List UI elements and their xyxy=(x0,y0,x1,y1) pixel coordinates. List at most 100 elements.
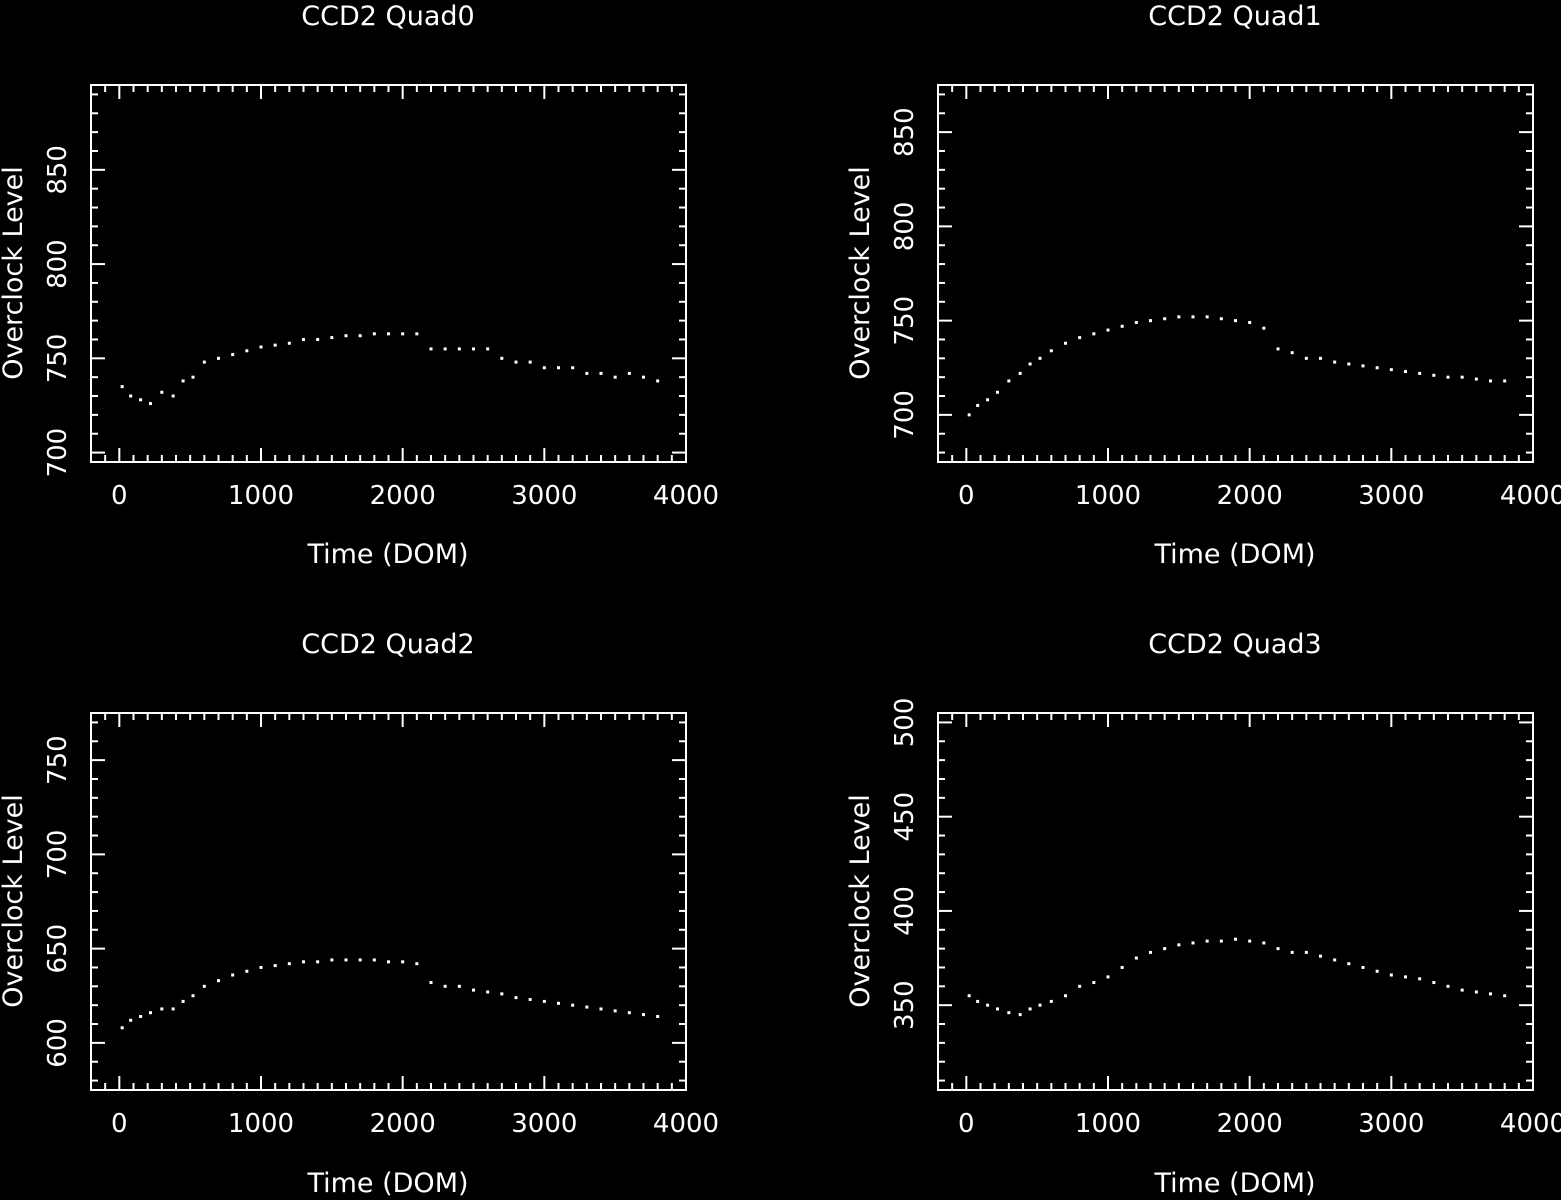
y-tick-label: 700 xyxy=(43,428,73,478)
y-tick-label: 600 xyxy=(43,1018,73,1068)
data-point xyxy=(457,984,461,988)
data-point xyxy=(139,1014,143,1018)
data-point xyxy=(613,1009,617,1013)
data-point xyxy=(387,332,390,336)
x-axis-label: Time (DOM) xyxy=(306,539,468,570)
panel-title: CCD2 Quad3 xyxy=(1148,629,1321,660)
data-point xyxy=(986,398,990,402)
panel-title: CCD2 Quad0 xyxy=(301,1,474,32)
y-axis-label: Overclock Level xyxy=(845,794,876,1008)
x-tick-label: 0 xyxy=(111,481,128,511)
data-point xyxy=(1432,981,1436,985)
data-point xyxy=(358,334,362,338)
data-point xyxy=(656,379,660,383)
data-point xyxy=(1018,1013,1022,1017)
data-point xyxy=(528,998,532,1002)
y-tick-label: 750 xyxy=(43,334,73,384)
data-point xyxy=(542,366,546,370)
panel-quad1: CCD2 Quad1 Overclock Level Time (DOM) 0 1… xyxy=(845,1,1561,570)
x-tick-label: 3000 xyxy=(511,1109,577,1139)
panel-title: CCD2 Quad2 xyxy=(301,629,474,660)
data-point xyxy=(1205,939,1209,943)
tick-marks xyxy=(937,85,1534,462)
data-point xyxy=(330,336,334,340)
data-point xyxy=(302,960,305,964)
data-point xyxy=(120,385,124,389)
data-point xyxy=(1078,336,1082,340)
data-point xyxy=(245,349,249,353)
data-point xyxy=(500,356,504,360)
data-point xyxy=(217,356,220,360)
x-tick-label: 4000 xyxy=(1500,481,1561,511)
x-tick-labels: 0 1000 2000 3000 4000 xyxy=(958,481,1561,511)
data-point xyxy=(1007,379,1011,383)
data-point xyxy=(231,353,235,357)
y-tick-label: 700 xyxy=(890,390,920,440)
x-tick-label: 1000 xyxy=(1075,1109,1141,1139)
y-axis-label-group: Overclock Level xyxy=(845,166,876,380)
data-point xyxy=(585,371,589,375)
data-point xyxy=(1460,988,1464,992)
x-tick-label: 0 xyxy=(111,1109,128,1139)
data-point xyxy=(1064,994,1067,998)
y-tick-labels: 700 750 800 850 xyxy=(890,107,920,439)
data-points xyxy=(967,315,1507,417)
data-point xyxy=(557,366,560,370)
data-point xyxy=(287,341,291,345)
data-point xyxy=(1404,975,1407,979)
data-point xyxy=(585,1005,589,1009)
data-point xyxy=(1262,326,1266,330)
data-point xyxy=(1375,366,1379,370)
data-point xyxy=(1191,941,1195,945)
data-point xyxy=(443,347,447,351)
y-axis-label: Overclock Level xyxy=(0,794,29,1008)
x-tick-labels: 0 1000 2000 3000 4000 xyxy=(111,481,719,511)
data-point xyxy=(316,960,320,964)
data-point xyxy=(486,990,490,994)
data-point xyxy=(571,366,575,370)
data-point xyxy=(443,984,447,988)
data-point xyxy=(1106,975,1110,979)
data-point xyxy=(599,1007,603,1011)
data-point xyxy=(1028,1007,1032,1011)
y-tick-label: 850 xyxy=(43,145,73,195)
data-point xyxy=(245,969,249,973)
y-axis-label-group: Overclock Level xyxy=(0,794,29,1008)
data-point xyxy=(1134,321,1138,325)
y-tick-label: 350 xyxy=(890,980,920,1030)
data-point xyxy=(1038,356,1042,360)
y-axis-label: Overclock Level xyxy=(845,166,876,380)
x-axis-label: Time (DOM) xyxy=(306,1168,468,1199)
data-point xyxy=(1304,356,1308,360)
y-tick-label: 450 xyxy=(890,792,920,842)
x-tick-label: 2000 xyxy=(1217,481,1283,511)
data-point xyxy=(514,360,518,364)
y-tick-label: 750 xyxy=(890,296,920,346)
x-tick-label: 1000 xyxy=(228,1109,294,1139)
data-point xyxy=(1489,379,1492,383)
y-axis-label-group: Overclock Level xyxy=(0,166,29,380)
y-axis-label: Overclock Level xyxy=(0,166,29,380)
panel-quad2: CCD2 Quad2 Overclock Level Time (DOM) 0 1… xyxy=(0,629,719,1199)
data-point xyxy=(1064,341,1067,345)
data-point xyxy=(613,375,617,379)
data-point xyxy=(129,394,133,398)
data-point xyxy=(1248,321,1252,325)
data-point xyxy=(1375,969,1379,973)
data-point xyxy=(181,999,185,1003)
data-point xyxy=(344,334,348,338)
data-point xyxy=(1149,950,1152,954)
data-point xyxy=(191,375,195,379)
x-tick-label: 3000 xyxy=(1358,1109,1424,1139)
panel-title: CCD2 Quad1 xyxy=(1148,1,1321,32)
data-point xyxy=(429,347,433,351)
data-point xyxy=(528,360,532,364)
data-point xyxy=(1418,977,1422,981)
data-point xyxy=(1319,356,1322,360)
data-point xyxy=(401,332,405,336)
data-point xyxy=(627,1011,631,1015)
data-point xyxy=(472,347,475,351)
panel-quad0: CCD2 Quad0 Overclock Level Time (DOM) 0 1… xyxy=(0,1,719,570)
x-tick-label: 4000 xyxy=(653,1109,719,1139)
